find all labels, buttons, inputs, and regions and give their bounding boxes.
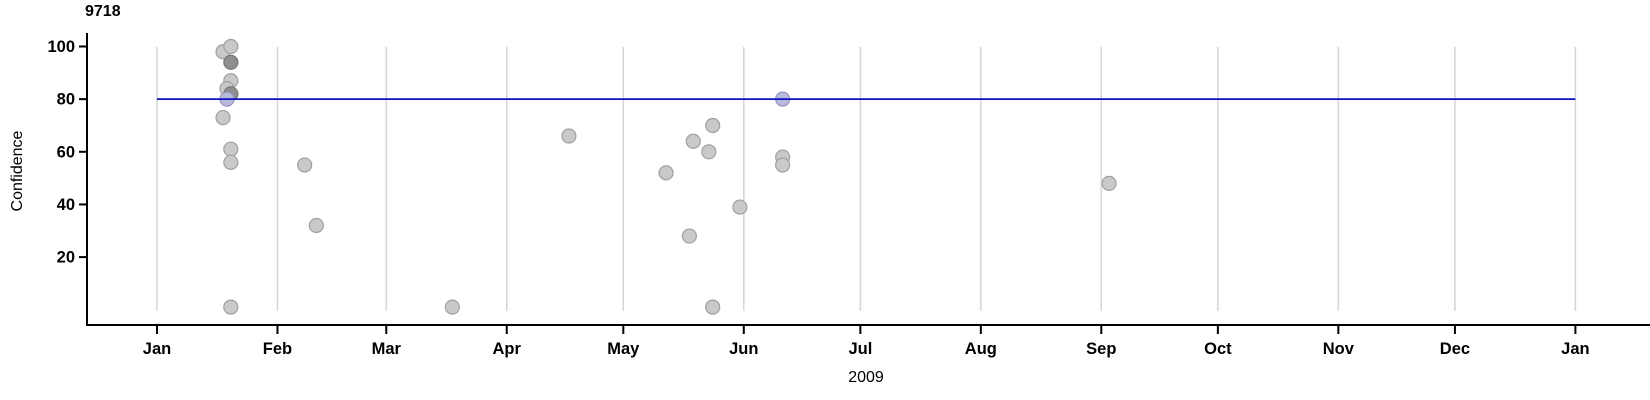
x-tick-label: Oct: [1204, 340, 1232, 358]
x-tick-label: Jul: [848, 340, 872, 358]
data-point: [223, 154, 239, 170]
data-point: [561, 128, 577, 144]
x-tick-label: Sep: [1086, 340, 1116, 358]
chart-title: 9718: [85, 3, 121, 20]
x-tick-label: Jan: [1561, 340, 1589, 358]
data-point: [705, 299, 721, 315]
y-axis-title: Confidence: [9, 130, 26, 212]
data-point: [658, 165, 674, 181]
x-tick-label: Aug: [965, 340, 997, 358]
x-tick-label: Jun: [729, 340, 758, 358]
data-point: [223, 54, 239, 70]
x-tick-label: Dec: [1440, 340, 1470, 358]
y-tick-label: 100: [47, 38, 75, 56]
data-point: [705, 117, 721, 134]
x-tick-label: Feb: [263, 340, 292, 358]
data-point: [215, 109, 231, 126]
data-point: [297, 157, 313, 173]
data-point: [444, 299, 460, 315]
y-tick-label: 40: [57, 196, 75, 214]
data-point: [308, 217, 324, 234]
y-tick-label: 80: [57, 91, 75, 109]
x-tick-label: May: [607, 340, 640, 358]
x-tick-label: Nov: [1323, 340, 1355, 358]
data-point: [223, 38, 239, 55]
data-point: [681, 228, 697, 244]
data-point: [701, 144, 717, 160]
data-point: [223, 299, 239, 315]
data-point: [1101, 175, 1117, 191]
data-point: [775, 157, 791, 173]
y-tick-label: 60: [57, 143, 75, 161]
data-point: [685, 133, 701, 149]
y-tick-label: 20: [57, 249, 75, 267]
x-tick-label: Mar: [372, 340, 402, 358]
data-point: [732, 199, 748, 215]
data-point: [223, 141, 239, 157]
x-tick-label: Apr: [493, 340, 522, 358]
x-tick-label: Jan: [143, 340, 171, 358]
x-axis-title: 2009: [848, 369, 884, 386]
